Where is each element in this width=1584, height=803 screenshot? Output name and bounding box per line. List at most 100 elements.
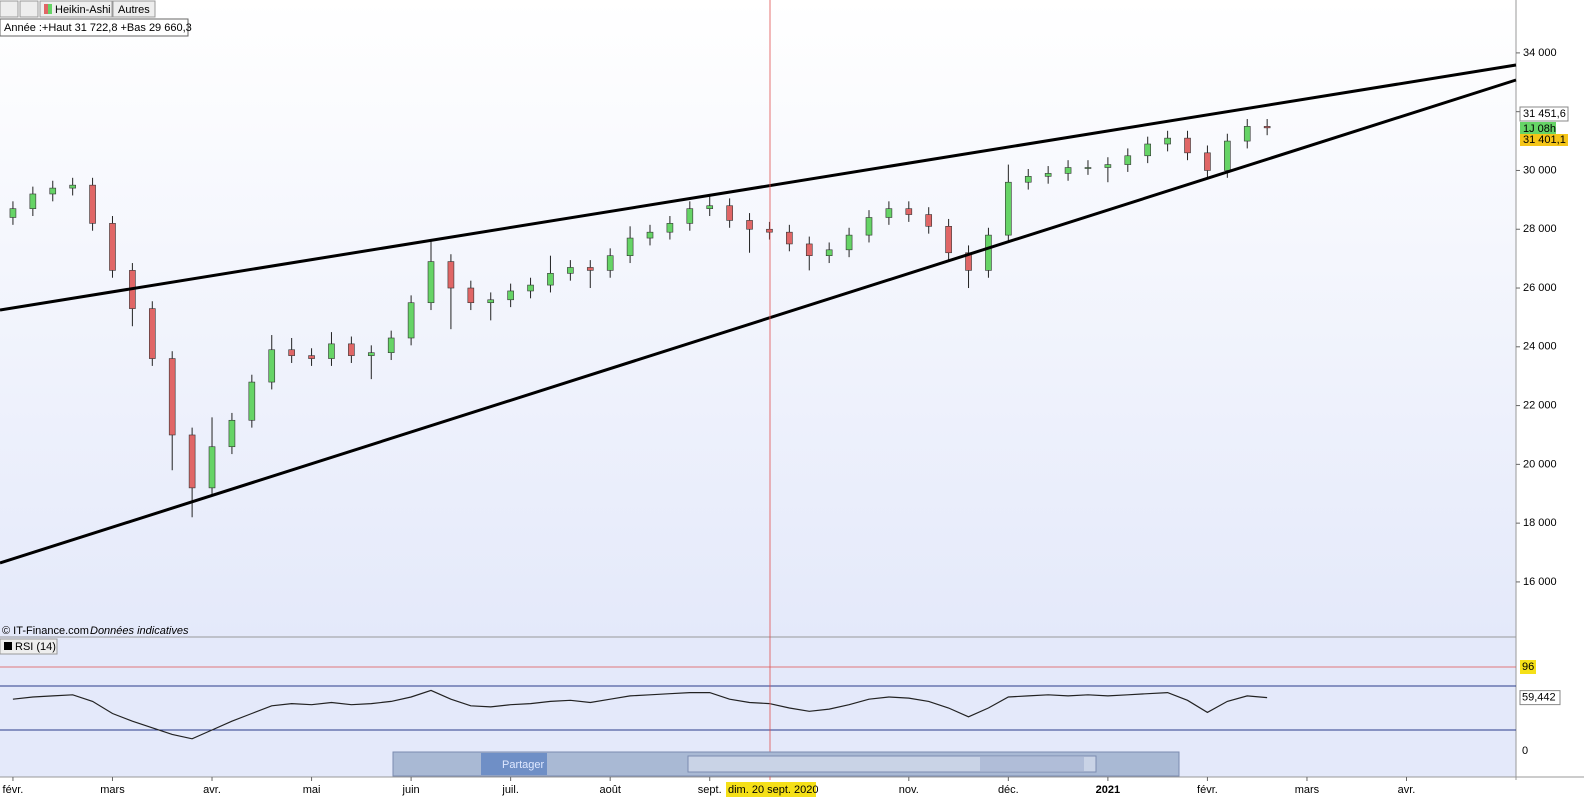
candle-body — [567, 267, 574, 274]
candle-body — [1144, 143, 1152, 157]
ask-box — [1519, 106, 1569, 122]
candle-body — [268, 349, 276, 383]
candle-body — [148, 308, 156, 359]
candle-body — [29, 193, 37, 209]
candle-body — [109, 223, 116, 271]
candle-body — [945, 226, 952, 254]
candle-body — [1124, 155, 1132, 165]
chart-type: Heikin-Ashi — [55, 4, 111, 16]
y-tick-label: 16 000 — [1523, 576, 1557, 588]
crosshair-value-box — [1520, 660, 1536, 674]
candle-body — [507, 290, 514, 301]
note: Données indicatives — [90, 625, 189, 637]
sell-button[interactable] — [0, 0, 19, 18]
others-button[interactable] — [112, 0, 156, 18]
candle-body — [228, 419, 236, 448]
candle-body — [1044, 173, 1052, 177]
x-tick-label: déc. — [998, 784, 1019, 796]
y-tick-label: 18 000 — [1523, 517, 1557, 529]
candle-body — [69, 184, 76, 189]
candle-body — [586, 267, 594, 271]
candle-body — [407, 302, 415, 339]
candle-body — [427, 261, 435, 304]
others: Autres — [118, 4, 150, 16]
rsi-swatch — [4, 642, 12, 650]
candle-body — [487, 299, 495, 304]
y-tick-label: 20 000 — [1523, 458, 1557, 470]
candle-body — [646, 231, 654, 239]
candle-body — [805, 243, 813, 256]
y-tick-label: 30 000 — [1523, 164, 1557, 176]
rsi-current-label: 59,442 — [1522, 692, 1556, 704]
candle-body — [1184, 137, 1191, 154]
candle-body — [845, 234, 853, 251]
candle-body — [1243, 126, 1251, 142]
y-tick-label: 34 000 — [1523, 47, 1557, 59]
x-tick-label: avr. — [1398, 784, 1416, 796]
candle-body — [686, 208, 694, 224]
x-tick-label: févr. — [3, 784, 24, 796]
x-tick-label: févr. — [1197, 784, 1218, 796]
candle-body — [1104, 164, 1112, 168]
candle-body — [786, 231, 793, 245]
trendline-upper[interactable] — [0, 63, 1517, 312]
chart-type-button[interactable] — [39, 0, 113, 18]
rsi-legend-box[interactable] — [0, 638, 58, 655]
trendline-lower[interactable] — [0, 78, 1517, 565]
share-button[interactable] — [481, 753, 547, 775]
candle-body — [865, 217, 873, 236]
candle-body — [208, 446, 216, 489]
candle-body — [885, 208, 893, 218]
candle-body — [348, 343, 355, 356]
candle-body — [666, 223, 674, 233]
copyright: © IT-Finance.com — [2, 625, 89, 637]
candle-body — [825, 249, 833, 256]
x-tick-label: nov. — [899, 784, 919, 796]
candle-body — [746, 220, 753, 230]
scroll-thumb[interactable] — [980, 757, 1084, 771]
candle-body — [168, 358, 176, 436]
x-tick-label: avr. — [203, 784, 221, 796]
crosshair-date-box — [726, 782, 816, 797]
x-tick-label: sept. — [698, 784, 722, 796]
buy-button[interactable] — [19, 0, 39, 18]
y-tick-label: 26 000 — [1523, 282, 1557, 294]
candle-body — [1084, 167, 1092, 169]
y-tick-label: 28 000 — [1523, 223, 1557, 235]
candle-body — [766, 228, 773, 233]
bid-label: 31 401,1 — [1523, 134, 1566, 146]
candle-body — [447, 261, 455, 289]
candle-body — [89, 184, 96, 224]
candle-body — [626, 237, 634, 256]
candle-body — [308, 355, 315, 359]
rsi-current-box — [1519, 690, 1561, 706]
rsi-tick-label: 0 — [1522, 745, 1528, 757]
candle-body — [248, 381, 256, 421]
crosshair-value: 96 — [1522, 661, 1534, 673]
ask-label: 31 451,6 — [1523, 108, 1566, 120]
info-box — [0, 18, 189, 37]
candle-body — [527, 284, 534, 292]
candle-body — [925, 214, 933, 227]
candle-body — [188, 434, 196, 489]
candle-body — [547, 273, 554, 286]
candle-body — [1204, 152, 1211, 171]
bid-box — [1520, 134, 1568, 146]
candle-body — [1005, 181, 1012, 236]
countdown: 1J 08h — [1523, 123, 1556, 135]
candle-body — [367, 352, 375, 356]
candle-body — [985, 234, 992, 271]
icon — [48, 4, 52, 14]
x-tick-label: juil. — [501, 784, 519, 796]
candle-body — [1263, 126, 1271, 129]
candle-body — [1024, 176, 1032, 183]
candle-body — [606, 255, 614, 271]
x-tick-label: août — [599, 784, 620, 796]
x-tick-label: 2021 — [1096, 784, 1120, 796]
candle-body — [1064, 167, 1072, 174]
y-tick-label: 24 000 — [1523, 341, 1557, 353]
candle-body — [1224, 140, 1231, 171]
candle-body — [1164, 137, 1171, 145]
